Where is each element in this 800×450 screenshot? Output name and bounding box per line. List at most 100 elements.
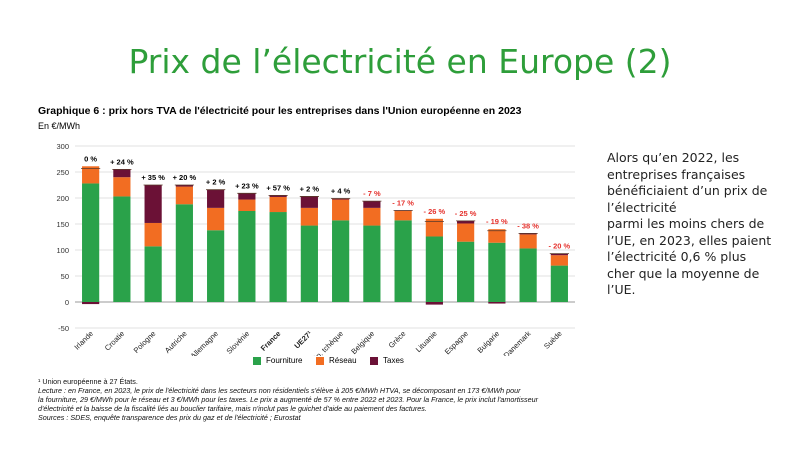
commentary-line: l’électricité 0,6 % plus [607, 249, 747, 264]
bar-segment-fourniture [332, 220, 350, 302]
bar-segment-taxes [82, 302, 100, 305]
price-bar-chart: -50 0 50 100 150 200 250 300 0 % Irlande + 24 % Cro… [56, 142, 575, 356]
bar-segment-fourniture [457, 241, 475, 302]
bar-segment-fourniture [238, 211, 256, 302]
commentary-text: Alors qu’en 2022, les entreprises frança… [607, 150, 787, 299]
bar-segment-taxes [550, 253, 568, 256]
bar-segment-reseau [144, 222, 162, 247]
bar-segment-taxes [144, 185, 162, 223]
y-tick-label: 300 [56, 142, 69, 151]
category-label: Pologne [132, 329, 158, 355]
bar-segment-reseau [113, 177, 131, 197]
bar-segment-reseau [269, 196, 287, 213]
y-tick-label: 150 [56, 220, 69, 229]
legend-label-taxes: Taxes [383, 356, 404, 365]
bar-segment-fourniture [82, 183, 100, 302]
commentary-line: entreprises françaises [607, 166, 746, 182]
bar-segment-taxes [519, 233, 537, 235]
bar-segment-reseau [207, 207, 225, 231]
change-label: + 35 % [141, 173, 165, 182]
bar-segment-reseau [394, 211, 412, 221]
change-label: - 19 % [486, 217, 508, 226]
bar-segment-taxes [300, 196, 318, 208]
change-label: + 20 % [173, 173, 197, 182]
commentary-line: Alors qu’en 2022, les [607, 150, 740, 165]
change-label: - 7 % [363, 189, 381, 198]
bar-segment-fourniture [425, 236, 443, 302]
bar-segment-reseau [82, 166, 100, 184]
bar-segment-reseau [363, 207, 381, 226]
category-label: Belgique [349, 329, 376, 356]
bar-segment-taxes [175, 185, 193, 187]
change-label: + 57 % [266, 183, 290, 192]
y-tick-label: 0 [65, 298, 69, 307]
bar-segment-reseau [519, 234, 537, 249]
bar-segment-reseau [332, 199, 350, 221]
category-label: Allemagne [189, 329, 220, 356]
lecture-line-3: d'électricité et la baisse de la fiscali… [38, 404, 427, 413]
sources-line: Sources : SDES, enquête transparence des… [38, 413, 301, 422]
bar-segment-reseau [457, 223, 475, 242]
category-label: France [259, 329, 283, 353]
chart-unit-label: En €/MWh [38, 121, 81, 131]
chart-title: Graphique 6 : prix hors TVA de l'électri… [38, 105, 522, 117]
category-label: Autriche [163, 329, 189, 355]
bar-segment-taxes [269, 195, 287, 197]
bar-segment-fourniture [144, 246, 162, 302]
y-tick-label: 50 [61, 272, 69, 281]
footnote: ¹ Union européenne à 27 États. [38, 377, 138, 386]
category-label: Danemark [502, 329, 533, 356]
y-tick-label: 100 [56, 246, 69, 255]
legend-label-reseau: Réseau [329, 356, 357, 365]
bar-segment-fourniture [519, 248, 537, 302]
commentary-line: l’électricité [607, 199, 677, 215]
change-label: + 24 % [110, 157, 134, 166]
bar-segment-taxes [425, 302, 443, 305]
change-label: - 38 % [517, 221, 539, 230]
change-label: + 4 % [331, 187, 351, 196]
category-label: Croatie [103, 329, 126, 352]
category-label: UE27¹ [292, 329, 314, 351]
change-label: 0 % [84, 154, 97, 163]
lecture-line-2: la fourniture, 29 €/MWh pour le réseau e… [38, 395, 538, 404]
category-label: Rép. tchèque [307, 329, 345, 356]
legend-item-reseau: Réseau [316, 356, 357, 365]
slide-title: Prix de l’électricité en Europe (2) [128, 42, 672, 81]
category-label: Suède [542, 329, 564, 351]
bar-segment-fourniture [269, 212, 287, 302]
bar-segment-fourniture [394, 220, 412, 302]
bar-segment-reseau [425, 218, 443, 237]
bar-segment-reseau [488, 229, 506, 243]
bar-segment-taxes [207, 189, 225, 208]
bar-segment-reseau [238, 199, 256, 211]
commentary-line: cher que la moyenne de [607, 265, 760, 281]
y-tick-label: -50 [58, 324, 69, 333]
legend-item-fourniture: Fourniture [253, 356, 302, 365]
bar-segment-taxes [113, 169, 131, 178]
bar-segment-taxes [332, 198, 350, 200]
bar-segment-fourniture [488, 242, 506, 302]
y-tick-label: 200 [56, 194, 69, 203]
commentary-line: l’UE. [607, 282, 636, 297]
change-label: + 23 % [235, 181, 259, 190]
bar-segment-fourniture [300, 225, 318, 302]
bar-segment-fourniture [550, 265, 568, 302]
bar-segment-fourniture [207, 230, 225, 302]
bar-segment-reseau [550, 255, 568, 266]
bar-segment-taxes [488, 302, 506, 304]
bar-segment-taxes [238, 193, 256, 200]
commentary-line: bénéficiaient d’un prix de [607, 183, 768, 198]
change-label: - 26 % [424, 207, 446, 216]
chart-notes: ¹ Union européenne à 27 États. Lecture :… [38, 377, 608, 422]
bar-segment-fourniture [363, 225, 381, 302]
change-label: - 20 % [549, 242, 571, 251]
commentary-line: l’UE, en 2023, elles paient [607, 232, 772, 248]
category-label: Irlande [72, 329, 95, 352]
change-label: - 25 % [455, 209, 477, 218]
commentary-line: parmi les moins chers de [607, 216, 765, 231]
legend-label-fourniture: Fourniture [266, 356, 303, 365]
bar-segment-taxes [457, 220, 475, 224]
category-label: Grèce [387, 329, 408, 350]
bar-segment-fourniture [175, 204, 193, 302]
change-label: + 2 % [206, 178, 226, 187]
